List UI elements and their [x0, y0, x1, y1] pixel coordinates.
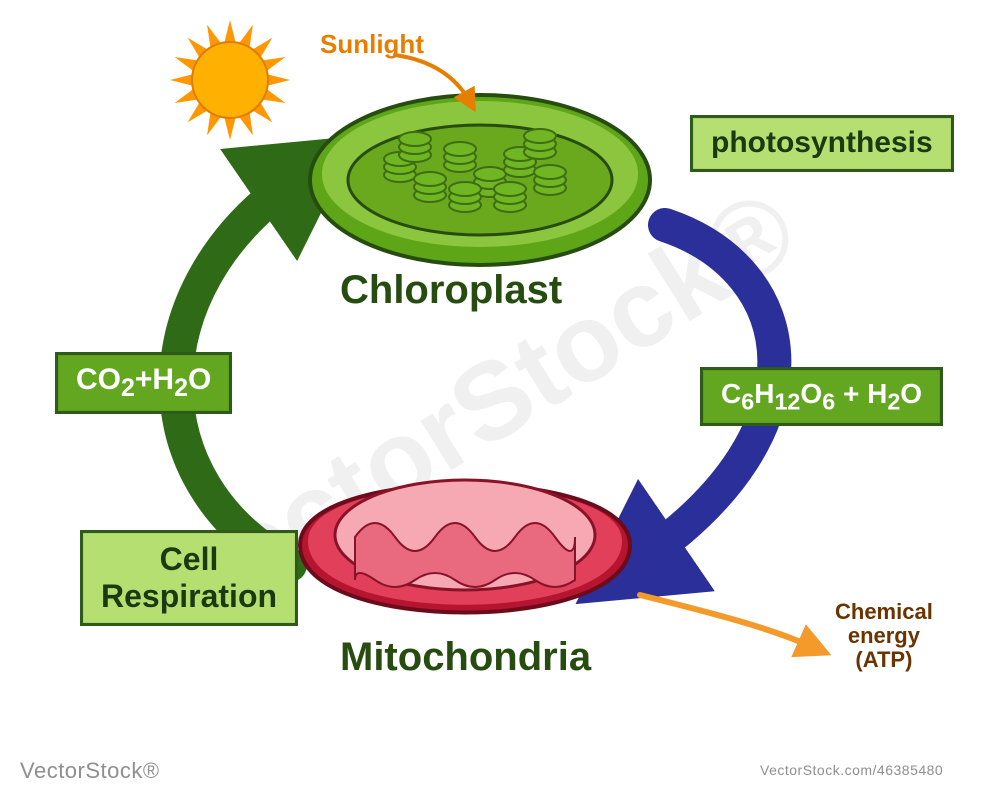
label-chemical-energy: Chemical energy (ATP) — [835, 600, 933, 673]
label-sunlight: Sunlight — [320, 30, 424, 59]
mitochondria-shape — [300, 480, 630, 613]
label-mitochondria: Mitochondria — [340, 635, 591, 679]
box-co2-h2o: CO2+H2O — [55, 352, 232, 414]
label-chloroplast: Chloroplast — [340, 268, 562, 312]
box-photosynthesis: photosynthesis — [690, 115, 954, 172]
watermark-id: VectorStock.com/46385480 — [760, 762, 943, 778]
sun-icon — [170, 20, 290, 140]
arrow-sunlight — [395, 55, 470, 102]
chloroplast-shape — [310, 95, 650, 265]
box-glucose-h2o: C6H12O6 + H2O — [700, 367, 943, 426]
watermark-brand: VectorStock® — [20, 758, 160, 784]
arrow-atp-out — [640, 595, 815, 648]
box-cell-respiration: Cell Respiration — [80, 530, 298, 626]
